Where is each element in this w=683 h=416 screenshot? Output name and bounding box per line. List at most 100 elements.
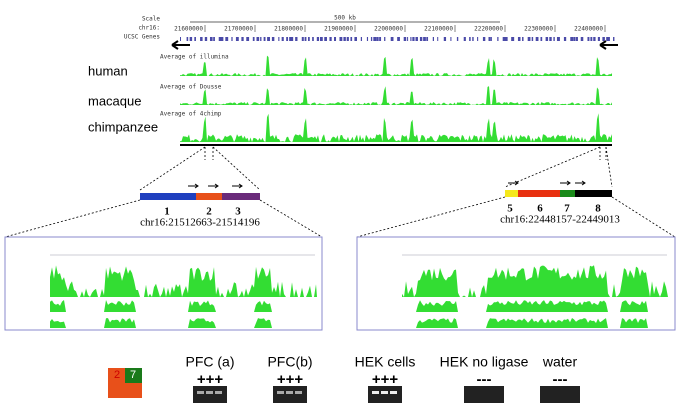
gene	[570, 37, 574, 41]
tick-label: 21900000	[324, 26, 353, 33]
lane-label: PFC(b)	[267, 354, 312, 370]
gene	[472, 37, 474, 41]
gene	[312, 37, 314, 41]
tick-label: 21600000	[174, 26, 203, 33]
scale-label: Scale	[142, 16, 160, 23]
arrow-right	[599, 40, 618, 50]
gene	[606, 37, 609, 41]
gene	[370, 37, 373, 41]
gene	[517, 37, 521, 41]
gene	[575, 37, 578, 41]
track-label: Average of Dousse	[160, 84, 222, 91]
lane-signs: ---	[553, 371, 568, 388]
arrow-left	[171, 40, 190, 50]
gene	[194, 37, 196, 41]
gene	[366, 37, 369, 41]
tick-label: 21700000	[224, 26, 253, 33]
gene	[549, 37, 552, 41]
gene	[613, 37, 615, 41]
lane-label: water	[542, 354, 578, 370]
gene	[556, 37, 560, 41]
segment-number: 8	[595, 203, 601, 215]
key-label: 2	[114, 369, 120, 381]
gene	[469, 37, 471, 41]
gel-band	[381, 391, 388, 394]
tick-label: 22100000	[424, 26, 453, 33]
segment-number: 2	[206, 206, 212, 218]
gene	[308, 37, 310, 41]
primer-arrows	[188, 183, 243, 189]
gene	[225, 37, 229, 41]
gene	[590, 37, 593, 41]
gel-band	[286, 391, 293, 394]
gene	[488, 37, 491, 41]
gene	[304, 37, 307, 41]
segment	[518, 190, 560, 197]
gene	[415, 37, 418, 41]
gene	[490, 37, 492, 41]
track-label: Average of illumina	[160, 54, 229, 61]
gene	[379, 37, 382, 41]
gene	[209, 37, 213, 41]
chrom-label: chr16:	[138, 25, 160, 32]
gene	[360, 37, 363, 41]
segment-number: 7	[564, 203, 570, 215]
gene	[281, 37, 284, 41]
gene	[527, 37, 531, 41]
segment	[196, 193, 222, 200]
signal-track	[180, 86, 612, 105]
key-label: 7	[130, 369, 136, 381]
gene	[545, 37, 549, 41]
gene	[376, 37, 379, 41]
segment-number: 6	[537, 203, 543, 215]
gene	[450, 37, 452, 41]
gene	[218, 37, 222, 41]
segment-number: 1	[164, 206, 170, 218]
gene	[329, 37, 332, 41]
tick-label: 22300000	[524, 26, 553, 33]
gene	[350, 37, 353, 41]
track-label: Average of 4chimp	[160, 111, 222, 118]
gene	[502, 37, 506, 41]
gel-band	[215, 391, 222, 394]
gene	[295, 37, 298, 41]
gene	[241, 37, 244, 41]
segment	[505, 190, 518, 197]
gene	[593, 37, 596, 41]
gene	[419, 37, 423, 41]
gene	[286, 37, 289, 41]
gene	[354, 37, 357, 41]
segment	[222, 193, 260, 200]
gene	[597, 37, 600, 41]
gene	[267, 37, 270, 41]
zoom-lines	[4, 146, 676, 238]
gene	[235, 37, 239, 41]
gene	[511, 37, 515, 41]
gene	[186, 37, 189, 41]
species-label: human	[88, 63, 128, 78]
segment	[140, 193, 196, 200]
segment	[575, 190, 612, 197]
gene	[278, 37, 280, 41]
gene	[256, 37, 260, 41]
gene	[423, 37, 426, 41]
gene	[602, 37, 605, 41]
zoom-signal	[402, 265, 669, 297]
segment-number: 3	[235, 206, 241, 218]
gene	[324, 37, 327, 41]
gene	[390, 37, 394, 41]
tick-label: 22400000	[574, 26, 603, 33]
gene	[319, 37, 323, 41]
gene	[220, 37, 224, 41]
zoom-signal	[50, 318, 317, 328]
gene	[580, 37, 584, 41]
gel-band	[372, 391, 379, 394]
gene	[180, 37, 182, 41]
gene	[189, 37, 193, 41]
key	[108, 368, 125, 383]
gene	[456, 37, 459, 41]
signal-track	[180, 55, 612, 76]
gene	[334, 37, 337, 41]
gene	[271, 37, 275, 41]
signal-track	[180, 113, 612, 142]
